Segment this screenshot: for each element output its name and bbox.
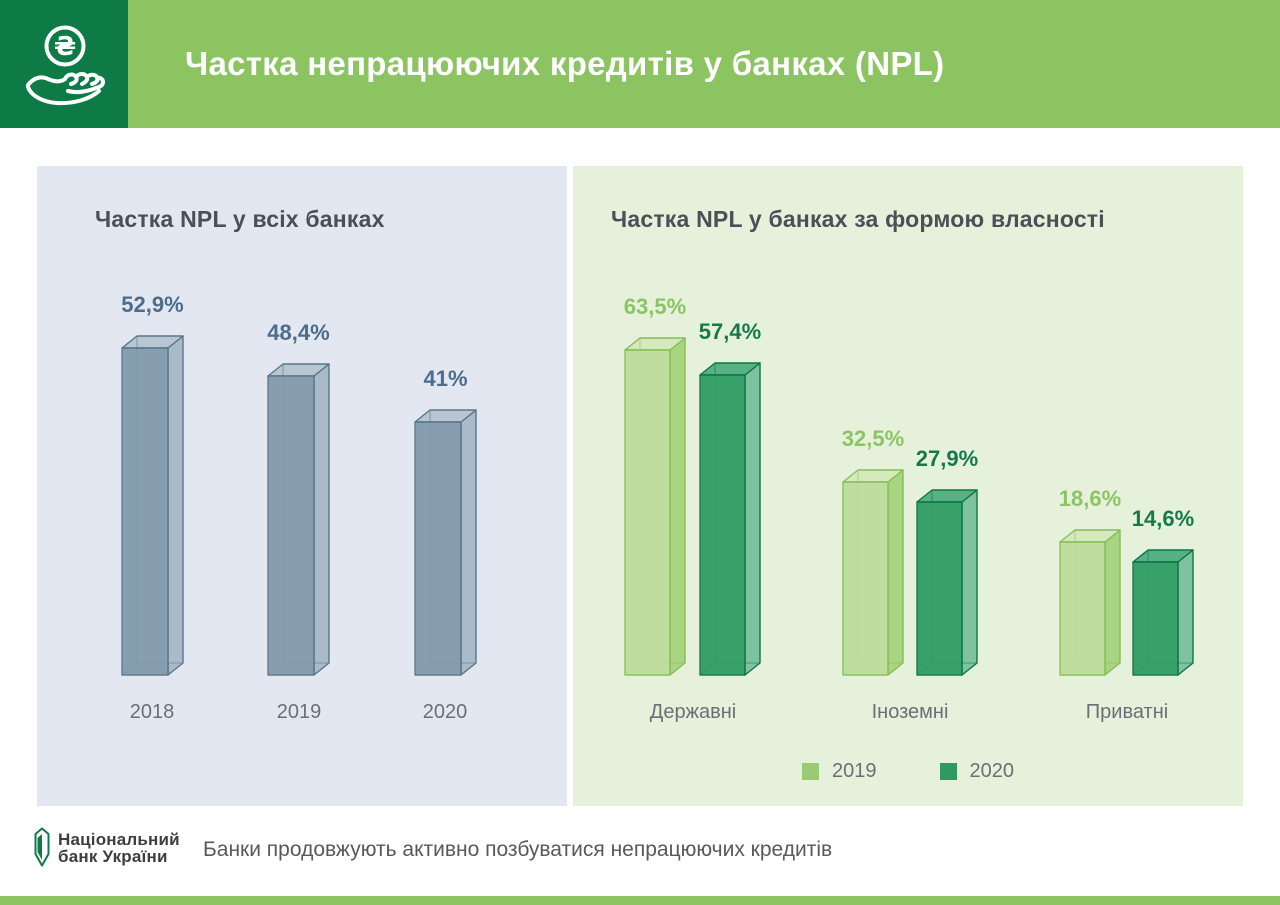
panel-npl-all-banks: 52,9% 48,4% 41% 2018 2019 2020 Частка NPL у в…	[37, 166, 567, 806]
value-label: 41%	[423, 366, 467, 391]
right-chart-title: Частка NPL у банках за формою власності	[611, 206, 1105, 232]
svg-text:₴: ₴	[54, 32, 76, 62]
bar-Державні-2019: 63,5%	[624, 294, 686, 676]
left-chart-title: Частка NPL у всіх банках	[95, 206, 385, 232]
bar-front-face	[414, 421, 462, 676]
bar-side-face	[460, 409, 477, 676]
page-title: Частка непрацюючих кредитів у банках (NP…	[185, 45, 945, 82]
bar-side-face	[669, 337, 686, 676]
bar-Державні-2020: 57,4%	[699, 319, 761, 676]
bar-Приватні-2020: 14,6%	[1132, 506, 1194, 676]
nbu-wordmark-line1: Національний	[58, 830, 180, 849]
category-label: Приватні	[1086, 701, 1168, 723]
panel-npl-by-ownership: 63,5% 57,4% 32,5% 27,9% 18,6% 14,6% Державні Ін…	[573, 166, 1243, 806]
bar-front-face	[916, 501, 963, 676]
bar-2018: 52,9%	[121, 292, 184, 676]
category-label: 2018	[130, 701, 175, 723]
footer-tagline: Банки продовжують активно позбуватися не…	[203, 838, 833, 861]
value-label: 14,6%	[1132, 506, 1194, 531]
value-label: 18,6%	[1059, 486, 1121, 511]
legend-label-2019: 2019	[832, 760, 877, 782]
category-label: 2020	[423, 701, 468, 723]
header-logo: ₴	[0, 0, 128, 128]
bar-Приватні-2019: 18,6%	[1059, 486, 1121, 676]
category-label: Іноземні	[872, 701, 949, 723]
value-label: 57,4%	[699, 319, 761, 344]
bar-front-face	[267, 375, 315, 676]
category-label: Державні	[650, 701, 736, 723]
value-label: 63,5%	[624, 294, 686, 319]
left-bar-chart: 52,9% 48,4% 41% 2018 2019 2020	[121, 292, 477, 723]
chart-legend: 2019 2020	[802, 760, 1014, 783]
bar-Іноземні-2020: 27,9%	[916, 446, 978, 676]
nbu-wordmark-line2: банк України	[58, 847, 168, 866]
value-label: 48,4%	[267, 320, 329, 345]
bar-front-face	[699, 374, 746, 676]
legend-label-2020: 2020	[969, 760, 1015, 782]
category-label: 2019	[277, 701, 322, 723]
bar-side-face	[1104, 529, 1121, 676]
value-label: 32,5%	[842, 426, 904, 451]
nbu-wordmark: Національний банк України	[58, 831, 180, 865]
bar-side-face	[167, 335, 184, 676]
bar-Іноземні-2019: 32,5%	[842, 426, 904, 676]
legend-item-2019: 2019	[802, 760, 877, 783]
bar-side-face	[887, 469, 904, 676]
bar-front-face	[121, 347, 169, 676]
value-label: 27,9%	[916, 446, 978, 471]
legend-swatch-2019	[802, 763, 819, 780]
value-label: 52,9%	[121, 292, 183, 317]
bar-side-face	[313, 363, 330, 676]
legend-item-2020: 2020	[939, 760, 1015, 783]
bar-front-face	[842, 481, 889, 676]
bar-front-face	[1059, 541, 1106, 676]
bar-front-face	[1132, 561, 1179, 676]
bar-2019: 48,4%	[267, 320, 330, 676]
nbu-logo-icon	[34, 827, 50, 867]
bar-side-face	[744, 362, 761, 676]
bottom-accent-strip	[0, 896, 1280, 905]
legend-swatch-2020	[939, 763, 957, 780]
right-bar-chart: 63,5% 57,4% 32,5% 27,9% 18,6% 14,6% Державні Ін…	[624, 294, 1194, 723]
header-banner: ₴ Частка непрацюючих кредитів у банках (…	[0, 0, 1280, 128]
bar-side-face	[961, 489, 978, 676]
hryvnia-coin-in-hand-icon: ₴	[26, 25, 105, 106]
bar-2020: 41%	[414, 366, 477, 676]
bar-side-face	[1177, 549, 1194, 676]
bar-front-face	[624, 349, 671, 676]
